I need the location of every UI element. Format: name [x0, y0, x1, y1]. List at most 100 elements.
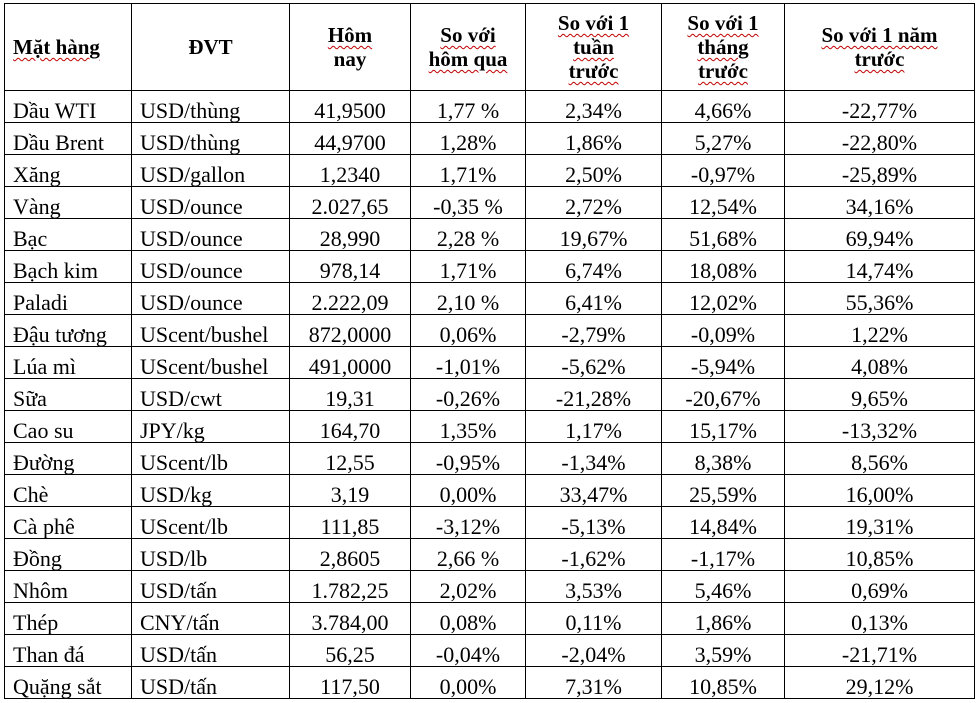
item-cell: Than đá [4, 634, 132, 667]
vs-year-cell: 34,16% [784, 186, 975, 219]
table-row: Cao su JPY/kg 164,70 1,35% 1,17% 15,17% -13,32… [4, 410, 975, 443]
vs-year-cell: -21,71% [784, 634, 975, 667]
vs-month-cell: 1,86% [661, 602, 785, 635]
vs-yesterday-cell: -1,01% [410, 346, 526, 379]
vs-yesterday-cell-text: 0,00% [439, 482, 497, 507]
header-vs-yesterday: So với hôm qua [410, 3, 526, 91]
vs-yesterday-cell: -0,95% [410, 442, 526, 475]
today-cell-text: 2,8605 [319, 546, 381, 571]
today-cell-text: 19,31 [325, 386, 375, 411]
unit-cell-text: UScent/bushel [140, 322, 269, 347]
unit-cell-text: USD/ounce [140, 194, 243, 219]
item-cell-text: Quặng sắt [13, 674, 102, 699]
header-unit-label: ĐVT [188, 35, 233, 59]
table-row: Bạc USD/ounce 28,990 2,28 % 19,67% 51,68% 69,9… [4, 218, 975, 251]
header-vs-year: So với 1 năm trước [784, 3, 975, 91]
vs-yesterday-cell: 2,02% [410, 570, 526, 603]
header-vs-week-line-1: So với 1 [557, 11, 630, 35]
vs-yesterday-cell-text: 1,28% [439, 130, 497, 155]
item-cell-text: Đồng [13, 546, 62, 571]
vs-year-cell-text: 16,00% [845, 482, 914, 507]
unit-cell-text: USD/ounce [140, 258, 243, 283]
vs-week-cell-text: 0,11% [565, 610, 622, 635]
item-cell-text: Dầu Brent [13, 130, 105, 155]
unit-cell: JPY/kg [131, 410, 290, 443]
vs-week-cell-text: 6,41% [565, 290, 622, 315]
today-cell: 28,990 [289, 218, 411, 251]
vs-yesterday-cell: 0,08% [410, 602, 526, 635]
vs-week-cell: -5,13% [525, 506, 662, 539]
table-row: Đường UScent/lb 12,55 -0,95% -1,34% 8,38% 8,56… [4, 442, 975, 475]
vs-month-cell: 5,27% [661, 122, 785, 155]
item-cell: Quặng sắt [4, 666, 132, 699]
vs-month-cell: -5,94% [661, 346, 785, 379]
vs-month-cell-text: -5,94% [690, 354, 756, 379]
item-cell: Dầu WTI [4, 90, 132, 123]
vs-week-cell-text: 6,74% [565, 258, 622, 283]
vs-yesterday-cell-text: -0,95% [435, 450, 501, 475]
vs-year-cell-text: 0,69% [851, 578, 908, 603]
vs-yesterday-cell: 1,35% [410, 410, 526, 443]
table-row: Sữa USD/cwt 19,31 -0,26% -21,28% -20,67% 9,65% [4, 378, 975, 411]
unit-cell-text: USD/lb [140, 546, 208, 571]
vs-yesterday-cell: 1,28% [410, 122, 526, 155]
table-row: Dầu Brent USD/thùng 44,9700 1,28% 1,86% 5,27%… [4, 122, 975, 155]
vs-year-cell: -25,89% [784, 154, 975, 187]
vs-month-cell: 14,84% [661, 506, 785, 539]
header-vs-month-line-1: So với 1 [687, 11, 759, 35]
unit-cell: USD/thùng [131, 90, 290, 123]
today-cell: 12,55 [289, 442, 411, 475]
vs-yesterday-cell: 2,28 % [410, 218, 526, 251]
vs-month-cell-text: 18,08% [689, 258, 757, 283]
unit-cell: USD/thùng [131, 122, 290, 155]
vs-yesterday-cell-text: 0,08% [439, 610, 497, 635]
vs-month-cell: -0,97% [661, 154, 785, 187]
today-cell: 56,25 [289, 634, 411, 667]
vs-month-cell-text: 12,54% [689, 194, 757, 219]
vs-yesterday-cell-text: -0,35 % [433, 194, 503, 219]
today-cell-text: 41,9500 [314, 98, 386, 123]
vs-year-cell: 69,94% [784, 218, 975, 251]
vs-month-cell: 25,59% [661, 474, 785, 507]
vs-week-cell: 2,50% [525, 154, 662, 187]
vs-year-cell-text: 8,56% [851, 450, 908, 475]
today-cell-text: 872,0000 [308, 322, 392, 347]
vs-week-cell: 6,41% [525, 282, 662, 315]
item-cell: Dầu Brent [4, 122, 132, 155]
item-cell: Nhôm [4, 570, 132, 603]
vs-year-cell: -22,77% [784, 90, 975, 123]
vs-week-cell: 2,34% [525, 90, 662, 123]
vs-week-cell-text: -21,28% [555, 386, 632, 411]
item-cell: Đồng [4, 538, 132, 571]
vs-week-cell-text: 2,72% [565, 194, 622, 219]
unit-cell-text: JPY/kg [140, 418, 205, 443]
vs-week-cell: 33,47% [525, 474, 662, 507]
vs-month-cell: 15,17% [661, 410, 785, 443]
vs-yesterday-cell-text: 0,06% [439, 322, 497, 347]
item-cell-text: Than đá [13, 642, 85, 667]
vs-year-cell-text: 69,94% [845, 226, 914, 251]
vs-yesterday-cell-text: 1,71% [439, 162, 497, 187]
unit-cell-text: USD/cwt [140, 386, 222, 411]
header-row: Mặt hàng ĐVT Hôm nay So với hôm qua So v… [4, 3, 975, 91]
vs-month-cell-text: 1,86% [694, 610, 752, 635]
unit-cell-text: USD/gallon [140, 162, 246, 187]
vs-month-cell-text: 5,27% [694, 130, 752, 155]
unit-cell-text: UScent/lb [140, 514, 228, 539]
unit-cell: CNY/tấn [131, 602, 290, 635]
today-cell: 44,9700 [289, 122, 411, 155]
vs-month-cell-text: 8,38% [694, 450, 752, 475]
item-cell: Bạc [4, 218, 132, 251]
table-row: Paladi USD/ounce 2.222,09 2,10 % 6,41% 12,02%… [4, 282, 975, 315]
today-cell: 117,50 [289, 666, 411, 699]
unit-cell-text: UScent/bushel [140, 354, 269, 379]
today-cell-text: 1,2340 [319, 162, 381, 187]
vs-month-cell-text: 14,84% [689, 514, 757, 539]
vs-year-cell-text: -21,71% [841, 642, 918, 667]
vs-week-cell: 6,74% [525, 250, 662, 283]
item-cell: Đường [4, 442, 132, 475]
vs-month-cell-text: 4,66% [694, 98, 752, 123]
unit-cell: USD/lb [131, 538, 290, 571]
header-item: Mặt hàng [4, 3, 132, 91]
today-cell-text: 12,55 [325, 450, 375, 475]
